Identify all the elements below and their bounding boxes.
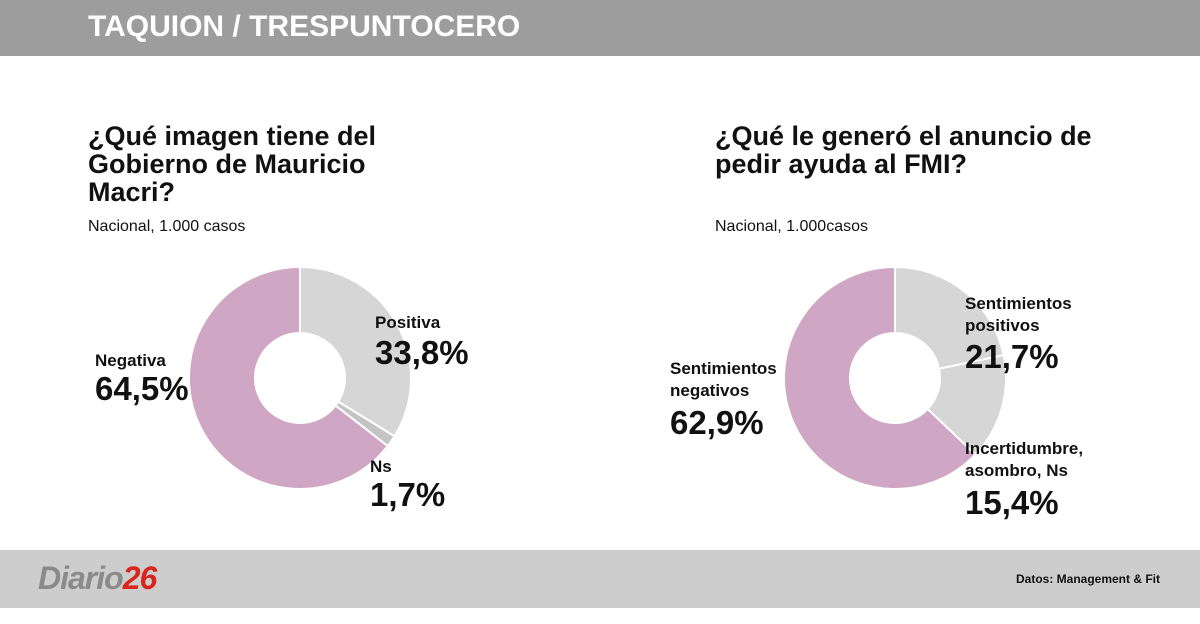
donut-slice: [783, 265, 977, 490]
value-label: 15,4%: [965, 484, 1059, 521]
logo: Diario26: [38, 560, 158, 597]
logo-number: 26: [122, 560, 158, 596]
chart-subtitle: Nacional, 1.000 casos: [88, 218, 246, 235]
value-label: 21,7%: [965, 338, 1059, 375]
chart-subtitle: Nacional, 1.000casos: [715, 218, 868, 235]
slice-label: Ns: [370, 457, 392, 476]
header-title: TAQUION / TRESPUNTOCERO: [88, 10, 521, 43]
slice-label: Incertidumbre, asombro, Ns: [965, 439, 1084, 480]
value-label: 64,5%: [95, 370, 189, 407]
slice-label: Sentimientos positivos: [965, 294, 1072, 335]
slice-label: Positiva: [375, 313, 441, 332]
logo-text: Diario: [38, 560, 124, 596]
chart-title: ¿Qué le generó el anuncio de pedir ayuda…: [715, 121, 1092, 179]
value-label: 1,7%: [370, 476, 446, 513]
donut-slice: [188, 265, 390, 490]
chart-title: ¿Qué imagen tiene del Gobierno de Mauric…: [88, 121, 377, 207]
donut-slice: [926, 353, 1007, 456]
slice-label: Negativa: [95, 351, 166, 370]
source: Datos: Management & Fit: [1015, 572, 1160, 586]
header: TAQUION / TRESPUNTOCERO: [0, 0, 1200, 56]
slice-label: Sentimientos negativos: [670, 359, 777, 400]
footer: Diario26 Datos: Management & Fit: [0, 550, 1200, 608]
value-label: 33,8%: [375, 334, 469, 371]
donut-slice: [894, 265, 1005, 370]
donut-slice: [299, 265, 412, 438]
value-label: 62,9%: [670, 404, 764, 441]
